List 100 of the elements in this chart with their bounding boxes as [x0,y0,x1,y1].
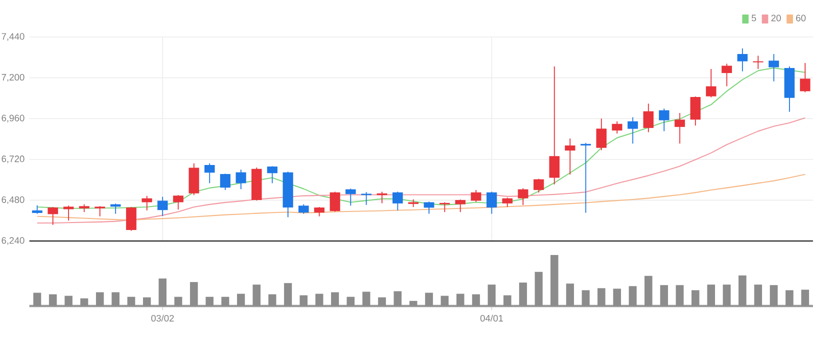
candlestick [486,191,497,214]
candlestick [564,138,576,175]
bar [378,297,386,306]
candlestick [63,205,74,222]
y-tick-label: 6,240 [2,237,24,245]
candlestick [298,204,309,214]
bar [519,282,527,306]
bar [237,294,245,306]
candlestick [706,68,716,98]
candlestick [737,48,748,72]
y-tick-label: 6,720 [2,156,24,164]
bar [425,292,433,306]
candlestick [204,162,215,184]
bar [707,284,716,306]
bar [64,296,72,306]
candlestick [549,66,560,185]
bar [80,298,88,306]
bar [472,294,480,306]
legend-label: 20 [771,14,781,22]
candlestick [361,192,372,206]
bar [112,292,120,306]
bar [628,286,637,306]
bar [550,255,558,306]
bar [346,296,355,306]
bar [582,290,590,306]
bar [96,292,104,306]
y-tick-label: 6,960 [2,114,24,122]
bar [190,282,198,306]
candlestick [752,55,764,70]
candlestick [768,54,779,82]
y-tick-label: 7,200 [2,74,24,82]
candlestick [455,199,466,213]
candlestick [502,197,513,208]
candlestick [94,206,106,217]
candlestick [314,206,324,217]
candlestick [628,116,638,144]
bar [770,285,778,306]
candlestick [173,194,184,210]
bar [722,284,731,306]
bar [660,285,668,306]
candlestick [220,173,230,190]
candlestick [643,103,654,133]
candlestick [596,118,607,151]
candlestick [48,206,58,226]
candlestick [534,178,544,194]
bar [300,295,308,306]
candlestick [126,206,136,232]
bar [142,297,151,306]
bar [362,292,370,306]
bar [127,296,136,306]
candlestick [518,188,528,206]
bar [394,291,402,306]
bar [566,284,574,306]
bar [692,290,700,306]
bar [597,288,606,306]
bar [801,290,810,306]
candlestick [267,166,278,184]
y-tick-label: 7,440 [2,33,24,41]
bar [754,284,762,306]
candlestick [345,188,356,206]
bar [252,284,261,306]
candlestick [580,142,591,214]
bar [206,296,214,306]
bar [440,296,449,306]
bar [613,288,621,306]
candlestick [236,169,246,190]
legend-label: 5 [752,14,756,22]
candlestick [470,190,482,202]
candlestick [612,120,622,134]
candlestick [674,112,685,144]
bar [33,292,42,306]
bar [738,275,746,306]
bar [786,290,794,306]
candlestick [142,195,152,211]
bar [48,294,57,306]
bar [331,292,339,306]
bar [534,272,543,306]
legend-label: 60 [796,14,806,22]
bar [456,294,464,306]
bar [315,294,324,306]
candlestick [330,191,340,212]
candlestick [440,202,450,213]
bar [268,294,276,306]
bar [174,296,182,306]
candlestick [392,191,403,211]
candlestick [157,196,168,216]
candlestick [424,201,434,214]
bar [221,296,230,306]
candlestick [800,62,810,93]
candlestick [658,108,670,132]
bar [676,285,684,306]
bar [284,283,292,306]
x-tick-label: 03/02 [151,314,174,322]
x-tick-label: 04/01 [480,314,503,322]
bar [503,295,512,306]
y-tick-label: 6,480 [2,196,24,204]
candlestick [690,96,701,126]
bar [644,276,652,306]
bar [409,300,418,306]
candlestick [722,63,732,87]
